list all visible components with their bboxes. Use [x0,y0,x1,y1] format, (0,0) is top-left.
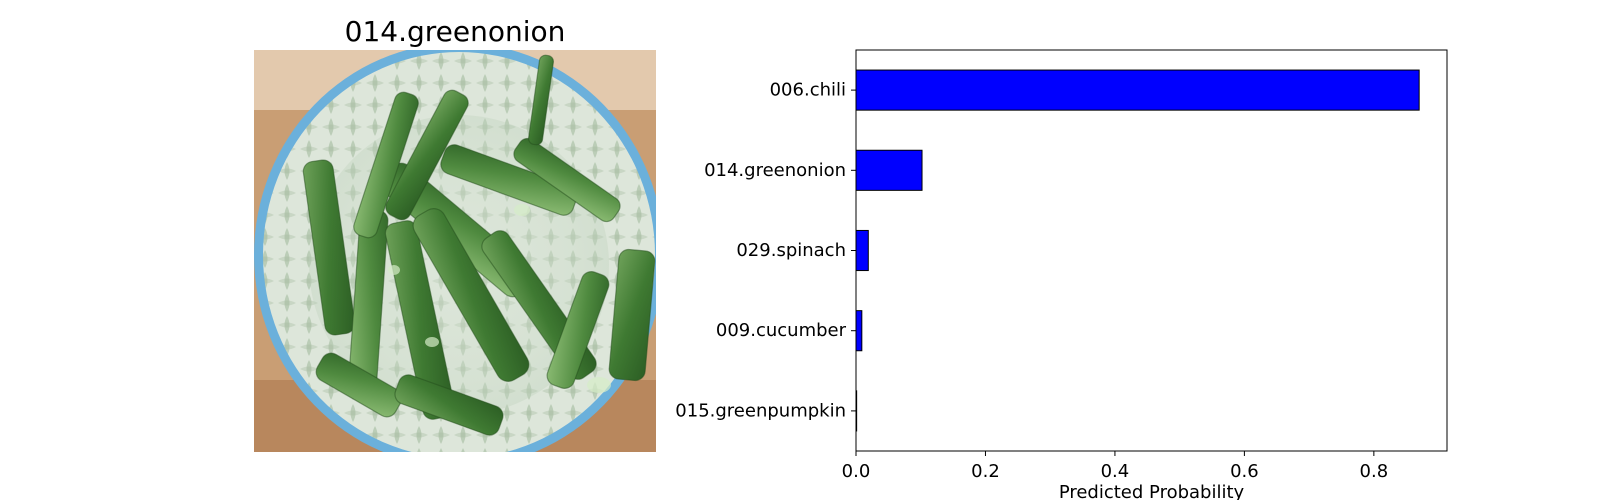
bar [855,149,923,191]
x-tick-label: 0.4 [1101,461,1130,482]
y-tick-label: 029.spinach [736,240,846,261]
plot-frame [855,49,1448,452]
bar [855,229,869,272]
x-axis-label: Predicted Probability [1059,482,1245,500]
food-photo [254,50,656,452]
image-title: 014.greenonion [344,15,566,48]
green-onion-bowl-image [254,50,656,452]
x-tick-label: 0.6 [1230,461,1259,482]
y-tick-label: 006.chili [770,80,846,101]
y-tick-label: 015.greenpumpkin [675,400,846,421]
x-tick-label: 0.0 [842,461,871,482]
bar [855,310,863,352]
x-tick-label: 0.2 [971,461,1000,482]
bar [855,69,1420,111]
y-tick-label: 009.cucumber [716,320,847,341]
y-tick-label: 014.greenonion [704,160,846,181]
x-tick-label: 0.8 [1360,461,1389,482]
